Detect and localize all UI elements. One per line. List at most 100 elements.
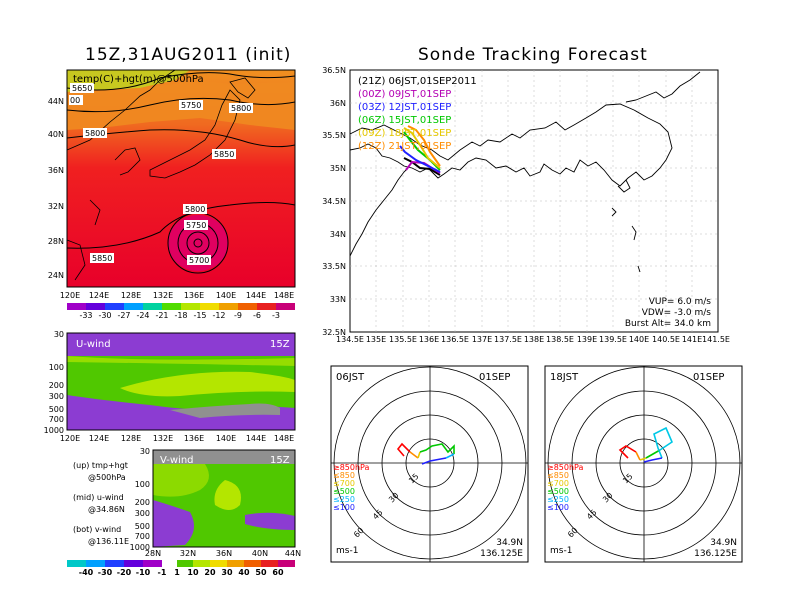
hodo1-trace (396, 442, 455, 465)
xtick: 140E (629, 335, 649, 344)
xtick: 120E (60, 291, 80, 300)
hodo2-rings (545, 366, 742, 562)
note-mid-1: (mid) u-wind (73, 493, 124, 502)
cbar-tick: 10 (187, 568, 199, 577)
hodo2-levels: ≥850hPa ≤850 ≤700 ≤500 ≤250 ≤100 (547, 463, 584, 512)
hodo1-date: 01SEP (479, 372, 510, 383)
track-coastline (349, 71, 701, 273)
hodograph-06jst: 15 30 45 60 06JST 01SEP ≥850hPa ≤850 ≤70… (330, 365, 529, 563)
ytick: 34.5N (322, 197, 346, 206)
hodo2-lat: 34.9N (710, 538, 737, 548)
hodo2-time: 18JST (550, 372, 579, 383)
xtick: 124E (89, 434, 109, 443)
hodo2-date: 01SEP (693, 372, 724, 383)
xtick: 137.5E (494, 335, 522, 344)
vdw-text: VDW= -3.0 m/s (642, 308, 712, 318)
cbar-tick: -1 (158, 568, 167, 577)
ytick: 300 (49, 392, 64, 401)
xtick: 140E (216, 434, 236, 443)
cbar-tick: -30 (98, 568, 113, 577)
level-label: ≥850hPa (547, 463, 584, 472)
note-up-2: @500hPa (88, 473, 126, 482)
ytick: 500 (135, 522, 150, 531)
cbar-tick: -27 (117, 311, 130, 320)
xtick: 135E (366, 335, 386, 344)
track-yticks: 36.5N 36N 35.5N 35N 34.5N 34N 33.5N 33N … (322, 66, 346, 337)
xtick: 128E (121, 434, 141, 443)
vwind-label: V-wind (160, 455, 194, 466)
launch-label: (00Z) 09JST,01SEP (358, 89, 451, 100)
map500-colorbar-ticks: -33 -30 -27 -24 -21 -18 -15 -12 -9 -6 -3 (79, 311, 280, 320)
xtick: 124E (89, 291, 109, 300)
xtick: 28N (145, 549, 161, 558)
ytick: 35.5N (322, 131, 346, 140)
ytick: 24N (48, 271, 64, 280)
ytick: 30 (54, 330, 64, 339)
level-label: ≤250 (547, 495, 569, 504)
cbar-tick: 30 (221, 568, 233, 577)
hodo2-frame (544, 365, 743, 563)
legend-notes: (up) tmp+hgt @500hPa (mid) u-wind @34.86… (73, 461, 129, 546)
hodo1-lon: 136.125E (480, 549, 523, 559)
level-label: ≤850 (547, 471, 569, 480)
xtick: 137E (472, 335, 492, 344)
contour-label: 5650 (72, 84, 92, 93)
ytick: 28N (48, 237, 64, 246)
xtick: 40N (252, 549, 268, 558)
traj-09z (403, 127, 441, 169)
uwind-yticks: 30 100 200 300 500 700 1000 (44, 330, 64, 435)
vup-text: VUP= 6.0 m/s (649, 297, 712, 307)
cbar-tick: -20 (117, 568, 132, 577)
uwind-topo (170, 403, 280, 418)
vwind-panel: V-wind 15Z 30 100 200 300 500 700 1000 2… (67, 447, 301, 577)
hodo1-frame (330, 365, 529, 563)
uwind-frame (66, 332, 296, 431)
cbar-tick: 40 (238, 568, 250, 577)
xtick: 32N (180, 549, 196, 558)
level-label: ≤700 (333, 479, 355, 488)
vwind-yticks: 30 100 200 300 500 700 1000 (130, 447, 150, 552)
ytick: 700 (49, 415, 64, 424)
ytick: 40N (48, 130, 64, 139)
xtick: 139E (577, 335, 597, 344)
xtick: 136E (184, 434, 204, 443)
cbar-tick: -40 (79, 568, 94, 577)
track-xticks: 134.5E 135E 135.5E 136E 136.5E 137E 137.… (336, 335, 730, 344)
map500-cold-band (67, 70, 190, 92)
contour-label: 5750 (186, 221, 206, 230)
cbar-tick: -9 (234, 311, 242, 320)
uwind-time: 15Z (270, 339, 290, 350)
cbar-tick: 60 (272, 568, 284, 577)
vwind-north-band (153, 464, 209, 497)
uwind-label: U-wind (76, 339, 111, 350)
map500-frame (66, 69, 296, 288)
cbar-tick: -21 (155, 311, 168, 320)
level-label: ≤500 (547, 487, 569, 496)
vwind-frame (152, 449, 296, 548)
contour-label: 5800 (231, 104, 251, 113)
typhoon-core (168, 215, 228, 271)
hodo2-trace (618, 426, 673, 463)
vwind-top (153, 450, 295, 464)
launch-label: (12Z) 21JST,01SEP (358, 141, 451, 152)
xtick: 136.5E (441, 335, 469, 344)
launch-label: (21Z) 06JST,01SEP2011 (358, 76, 477, 87)
hodo2-lon: 136.125E (694, 549, 737, 559)
map500-colorbar (67, 303, 295, 310)
contour-label: 00 (70, 96, 80, 105)
cbar-tick: -3 (272, 311, 280, 320)
left-title: 15Z,31AUG2011 (init) (85, 45, 291, 65)
right-title: Sonde Tracking Forecast (418, 45, 648, 65)
map500-contour-labels: 5650 5750 5800 5800 5850 5800 5750 5700 … (69, 83, 253, 265)
cbar-tick: -12 (212, 311, 225, 320)
xtick: 138E (524, 335, 544, 344)
level-label: ≤100 (333, 503, 355, 512)
ytick: 33.5N (322, 262, 346, 271)
map500-xticks: 120E 124E 128E 132E 136E 140E 144E 148E (60, 291, 294, 300)
xtick: 136E (419, 335, 439, 344)
contour-label: 5700 (189, 256, 209, 265)
contour-label: 5800 (185, 205, 205, 214)
launch-label: (03Z) 12JST,01SEP (358, 102, 451, 113)
level-label: ≤850 (333, 471, 355, 480)
vwind-xticks: 28N 32N 36N 40N 44N (145, 549, 301, 558)
